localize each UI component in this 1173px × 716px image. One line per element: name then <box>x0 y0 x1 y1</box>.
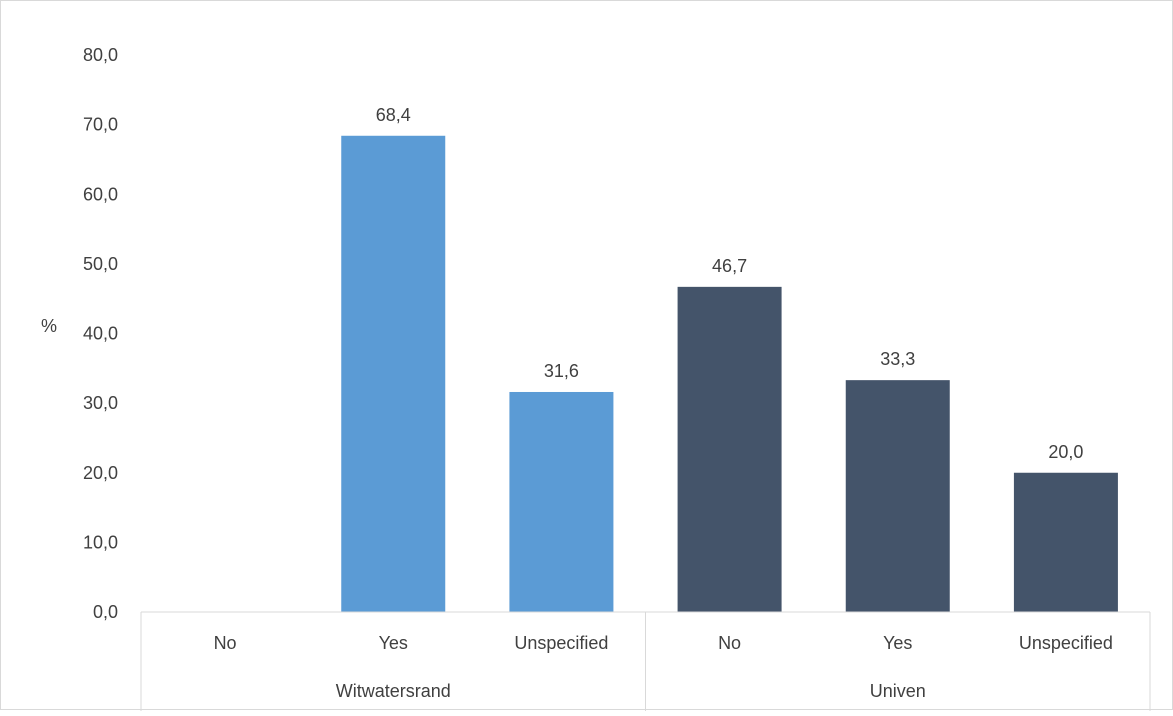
bar <box>1013 472 1118 612</box>
y-tick-label: 50,0 <box>83 254 118 274</box>
y-tick-label: 20,0 <box>83 463 118 483</box>
bar <box>677 286 782 612</box>
x-axis <box>140 611 1151 711</box>
y-axis-ticks: 0,0 10,0 20,0 30,0 40,0 50,0 60,0 70,0 80,0 <box>83 45 118 622</box>
category-label: No <box>214 633 237 653</box>
y-tick-label: 30,0 <box>83 393 118 413</box>
data-labels: 68,4 31,6 46,7 33,3 20,0 <box>376 105 1084 462</box>
category-label: Unspecified <box>1019 633 1113 653</box>
bar <box>509 391 614 612</box>
data-label: 68,4 <box>376 105 411 125</box>
category-label: Unspecified <box>514 633 608 653</box>
category-label: No <box>718 633 741 653</box>
y-tick-label: 60,0 <box>83 184 118 204</box>
data-label: 33,3 <box>880 349 915 369</box>
category-label: Yes <box>379 633 408 653</box>
category-labels: No Yes Unspecified No Yes Unspecified <box>214 633 1113 653</box>
bars <box>341 135 1118 612</box>
group-label: Witwatersrand <box>336 681 451 701</box>
data-label: 31,6 <box>544 361 579 381</box>
y-tick-label: 80,0 <box>83 45 118 65</box>
bar <box>845 380 950 612</box>
data-label: 20,0 <box>1048 442 1083 462</box>
group-label: Univen <box>870 681 926 701</box>
bar <box>341 135 446 612</box>
group-labels: Witwatersrand Univen <box>336 681 926 701</box>
y-tick-label: 0,0 <box>93 602 118 622</box>
y-tick-label: 40,0 <box>83 324 118 344</box>
data-label: 46,7 <box>712 256 747 276</box>
y-tick-label: 70,0 <box>83 115 118 135</box>
y-axis-title: % <box>41 316 57 336</box>
category-label: Yes <box>883 633 912 653</box>
y-tick-label: 10,0 <box>83 532 118 552</box>
